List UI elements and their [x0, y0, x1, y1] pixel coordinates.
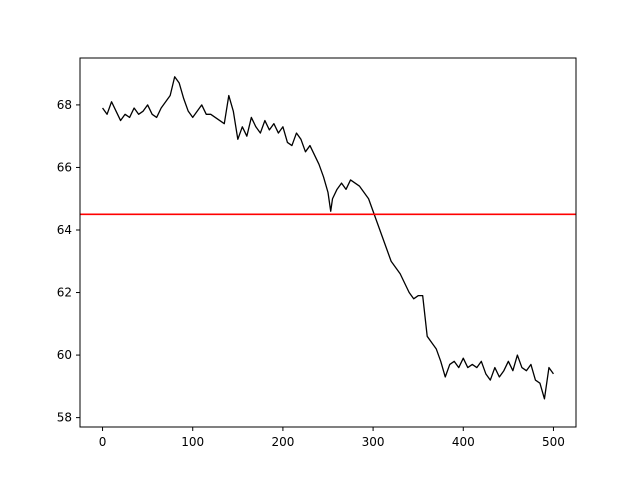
x-tick-label: 500 — [542, 435, 565, 449]
x-tick-label: 100 — [181, 435, 204, 449]
x-tick-label: 200 — [271, 435, 294, 449]
y-tick-label: 66 — [57, 160, 72, 174]
series-line-0 — [102, 76, 554, 400]
y-tick-label: 64 — [57, 223, 72, 237]
y-tick-label: 58 — [57, 411, 72, 425]
x-tick-label: 300 — [362, 435, 385, 449]
x-tick-label: 400 — [452, 435, 475, 449]
axes: 0 100 200 300 400 500 58 60 62 64 66 68 — [57, 57, 577, 449]
y-tick-label: 68 — [57, 98, 72, 112]
x-tick-label: 0 — [99, 435, 107, 449]
y-tick-label: 60 — [57, 348, 72, 362]
y-tick-label: 62 — [57, 286, 72, 300]
plot-area — [80, 76, 576, 400]
axes-frame — [79, 57, 577, 428]
